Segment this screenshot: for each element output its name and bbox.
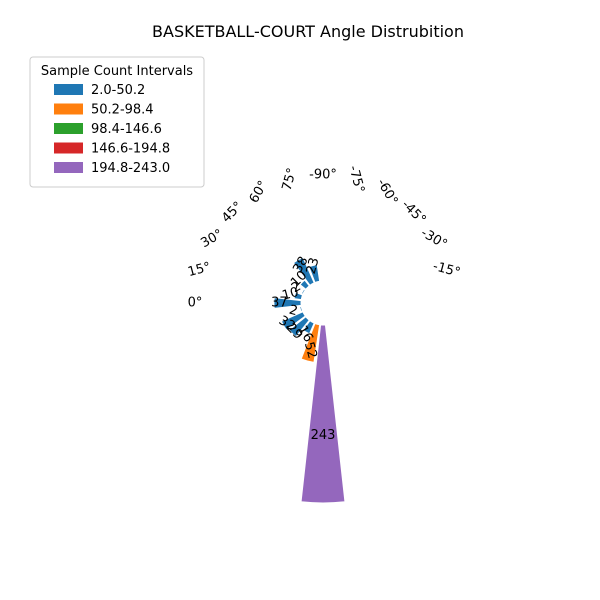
angle-tick-label: -45° — [398, 197, 428, 227]
angle-tick-label: -90° — [309, 168, 337, 183]
polar-bar — [300, 324, 346, 504]
bar-value-label: 243 — [311, 428, 336, 443]
polar-bar — [292, 256, 315, 286]
polar-bar — [308, 264, 321, 284]
bar-value-label: 23 — [304, 256, 323, 276]
chart-title: BASKETBALL-COURT Angle Distrubition — [152, 22, 464, 41]
angle-tick-label: 45° — [219, 199, 246, 226]
legend: Sample Count Intervals 2.0-50.2 50.2-98.4… — [29, 56, 205, 188]
polar-bar — [293, 291, 304, 301]
bar-value-label: 32 — [276, 313, 298, 334]
legend-label: 194.8-243.0 — [91, 161, 170, 176]
bar-value-label: 52 — [301, 340, 320, 360]
polar-bar — [300, 322, 321, 363]
legend-label: 50.2-98.4 — [91, 103, 154, 118]
bar-value-label: 2 — [287, 303, 299, 320]
legend-swatch — [54, 103, 83, 115]
angle-tick-label: 75° — [280, 166, 300, 192]
angle-tick-label: 30° — [198, 227, 225, 252]
legend-swatch — [54, 123, 83, 134]
polar-bar — [280, 311, 306, 331]
polar-bar — [273, 297, 302, 309]
polar-bar — [299, 305, 304, 313]
angle-tick-label: -75° — [345, 164, 367, 195]
legend-title: Sample Count Intervals — [41, 64, 193, 79]
bar-value-label: 37 — [271, 296, 288, 311]
legend-label: 98.4-146.6 — [91, 122, 162, 137]
polar-bar — [288, 316, 310, 338]
angle-tick-label: -30° — [418, 226, 450, 253]
angle-tick-label: 0° — [188, 296, 203, 311]
angle-tick-label: 60° — [247, 178, 272, 205]
bar-value-label: 16 — [294, 323, 315, 345]
legend-swatch — [54, 142, 83, 154]
angle-tick-label: 15° — [186, 260, 212, 280]
bar-value-label: 10 — [281, 285, 301, 304]
bar-value-label: 38 — [290, 254, 311, 276]
polar-bar — [300, 288, 306, 295]
angle-tick-label: -15° — [431, 259, 462, 281]
legend-label: 2.0-50.2 — [91, 83, 145, 98]
angle-tick-label: -60° — [374, 176, 401, 208]
legend-label: 146.6-194.8 — [91, 142, 170, 157]
legend-swatch — [54, 162, 83, 173]
legend-swatch — [54, 84, 83, 95]
polar-bar — [299, 279, 310, 290]
polar-bar — [302, 320, 315, 335]
